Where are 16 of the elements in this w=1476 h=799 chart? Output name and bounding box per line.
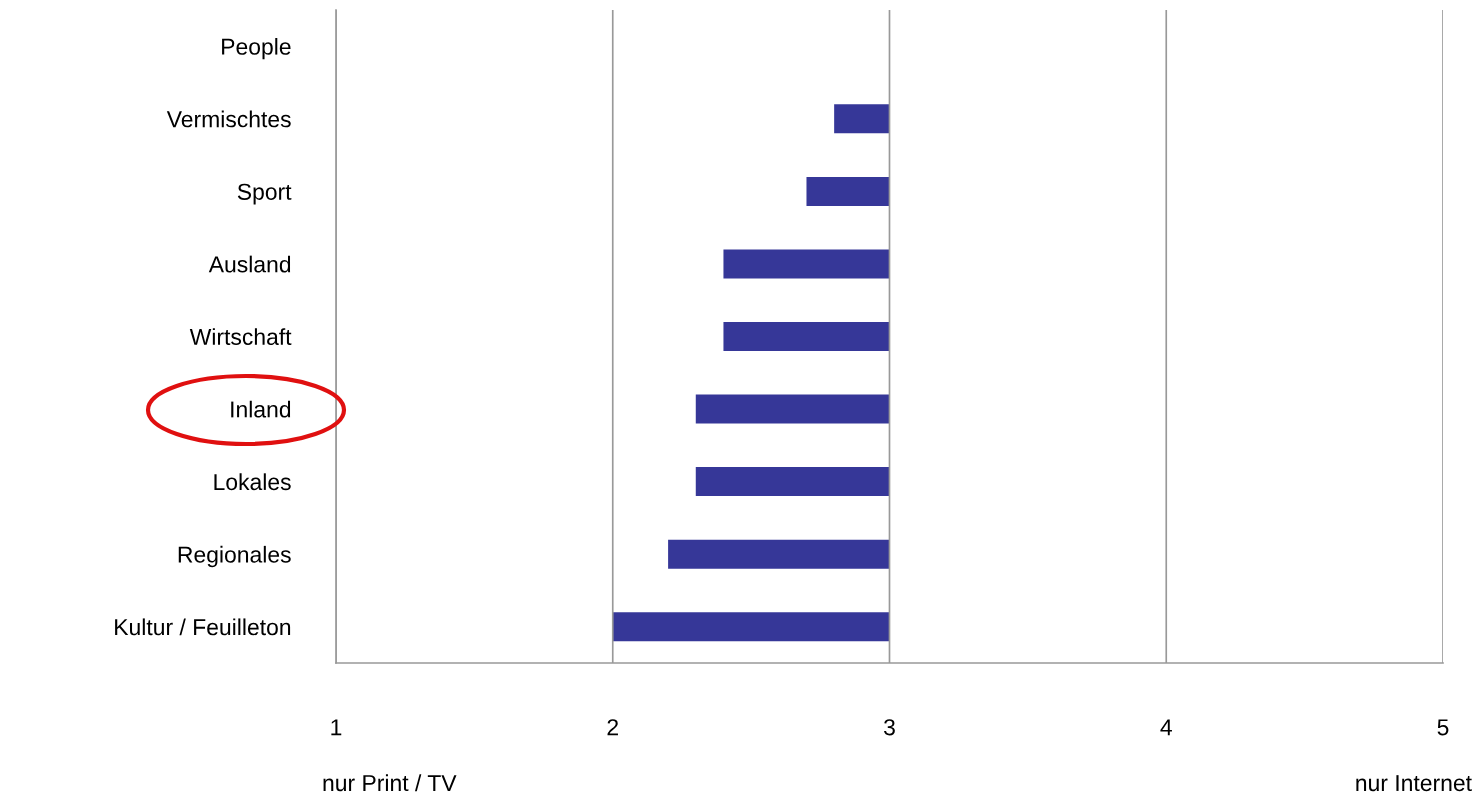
y-tick-label: Kultur / Feuilleton [115, 618, 291, 636]
x-tick-label: 3 [884, 719, 895, 736]
x-tick-label: 2 [607, 719, 618, 736]
y-tick-label: Lokales [214, 473, 291, 491]
y-tick-label: Sport [237, 183, 292, 205]
y-tick-label: Ausland [208, 255, 291, 273]
y-tick-label: Vermischtes [166, 110, 291, 128]
x-tick-label: 1 [331, 719, 342, 736]
y-tick-label: Wirtschaft [189, 328, 292, 346]
x-tick-label: 4 [1160, 719, 1172, 736]
text: nur Print / TV [323, 774, 457, 792]
text: nur Internet [1356, 775, 1472, 792]
x-tick-label: 5 [1437, 719, 1449, 736]
y-tick-label: Regionales [178, 545, 291, 568]
y-tick-label: Inland [231, 400, 291, 418]
y-tick-label: People [222, 37, 291, 60]
